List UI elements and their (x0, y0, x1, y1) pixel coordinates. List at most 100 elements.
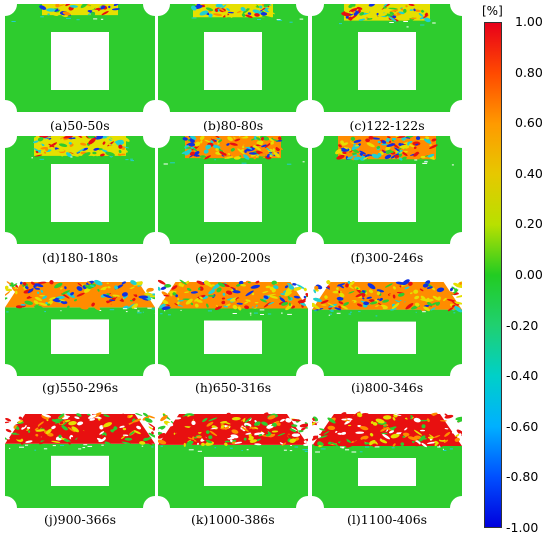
crack-mark (314, 310, 317, 312)
strain-speckle (388, 140, 392, 144)
strain-speckle (164, 283, 172, 288)
strain-speckle (124, 437, 133, 441)
strain-speckle (64, 419, 71, 423)
strain-speckle (216, 137, 221, 140)
strain-speckle (435, 306, 439, 309)
strain-speckle (90, 4, 98, 7)
strain-speckle (273, 151, 280, 158)
strain-speckle (196, 4, 201, 9)
strain-speckle (70, 437, 76, 441)
strain-speckle (394, 147, 400, 152)
strain-speckle (174, 429, 178, 434)
strain-speckle (234, 138, 241, 142)
strain-speckle (232, 304, 238, 310)
crack-mark (232, 313, 237, 314)
strain-speckle (11, 432, 17, 435)
strain-speckle (377, 153, 382, 157)
strain-speckle (47, 4, 56, 8)
crack-mark (389, 22, 394, 23)
strain-speckle (11, 286, 20, 294)
strain-speckle (348, 291, 355, 294)
crack-mark (109, 309, 115, 311)
strain-speckle (92, 296, 101, 300)
strain-speckle (190, 291, 198, 294)
strain-speckle (254, 420, 257, 423)
damage-zone (344, 4, 430, 21)
strain-speckle (347, 280, 351, 284)
panel-caption: (j)900-366s (44, 512, 116, 527)
strain-speckle (39, 144, 43, 148)
strain-speckle (47, 303, 51, 306)
strain-speckle (317, 441, 324, 446)
strain-speckle (406, 428, 410, 433)
excavation-opening (204, 320, 262, 354)
strain-speckle (65, 430, 70, 433)
strain-speckle (344, 433, 350, 438)
strain-speckle (99, 425, 104, 430)
strain-speckle (266, 153, 270, 158)
strain-speckle (340, 305, 348, 310)
strain-speckle (200, 140, 203, 144)
strain-speckle (407, 142, 410, 146)
strain-speckle (398, 11, 405, 15)
strain-speckle (248, 436, 254, 441)
strain-speckle (39, 5, 47, 10)
strain-speckle (34, 296, 43, 302)
strain-speckle (353, 156, 361, 161)
strain-speckle (269, 154, 272, 158)
strain-speckle (14, 436, 22, 440)
strain-speckle (349, 7, 358, 13)
strain-speckle (393, 413, 402, 417)
strain-speckle (5, 436, 10, 440)
strain-speckle (140, 428, 143, 431)
crack-mark (403, 21, 408, 22)
strain-speckle (245, 290, 254, 297)
strain-speckle (390, 433, 400, 439)
strain-speckle (25, 415, 29, 418)
strain-speckle (340, 140, 344, 145)
strain-speckle (110, 427, 114, 430)
strain-speckle (199, 296, 203, 300)
strain-speckle (404, 138, 408, 143)
strain-speckle (144, 292, 153, 296)
strain-speckle (342, 151, 347, 155)
strain-speckle (87, 413, 91, 416)
strain-speckle (63, 136, 73, 139)
strain-speckle (369, 301, 378, 305)
strain-speckle (119, 425, 125, 428)
strain-speckle (250, 284, 260, 289)
strain-speckle (360, 283, 366, 288)
strain-speckle (54, 282, 63, 289)
strain-speckle (257, 140, 263, 146)
strain-speckle (454, 288, 458, 292)
crack-mark (432, 22, 436, 24)
crack-mark (451, 164, 454, 166)
strain-speckle (146, 415, 155, 419)
strain-speckle (15, 305, 23, 309)
strain-speckle (399, 13, 407, 20)
strain-speckle (100, 5, 106, 10)
strain-speckle (423, 138, 432, 144)
crack-mark (283, 449, 287, 451)
strain-speckle (165, 303, 170, 307)
strain-speckle (68, 142, 72, 145)
strain-speckle (408, 4, 415, 6)
strain-speckle (182, 137, 188, 141)
strain-speckle (400, 18, 410, 21)
strain-speckle (427, 302, 433, 306)
strain-speckle (345, 443, 354, 448)
strain-speckle (84, 12, 90, 15)
strain-speckle (203, 149, 209, 154)
strain-speckle (313, 308, 324, 311)
strain-speckle (451, 300, 459, 307)
strain-speckle (90, 11, 96, 16)
strain-speckle (170, 293, 173, 297)
strain-speckle (21, 425, 27, 430)
strain-speckle (421, 424, 426, 429)
strain-speckle (34, 305, 43, 310)
crack-mark (452, 309, 455, 311)
strain-speckle (263, 412, 269, 416)
strain-speckle (15, 290, 18, 295)
strain-speckle (92, 303, 101, 311)
crack-mark (358, 311, 361, 313)
